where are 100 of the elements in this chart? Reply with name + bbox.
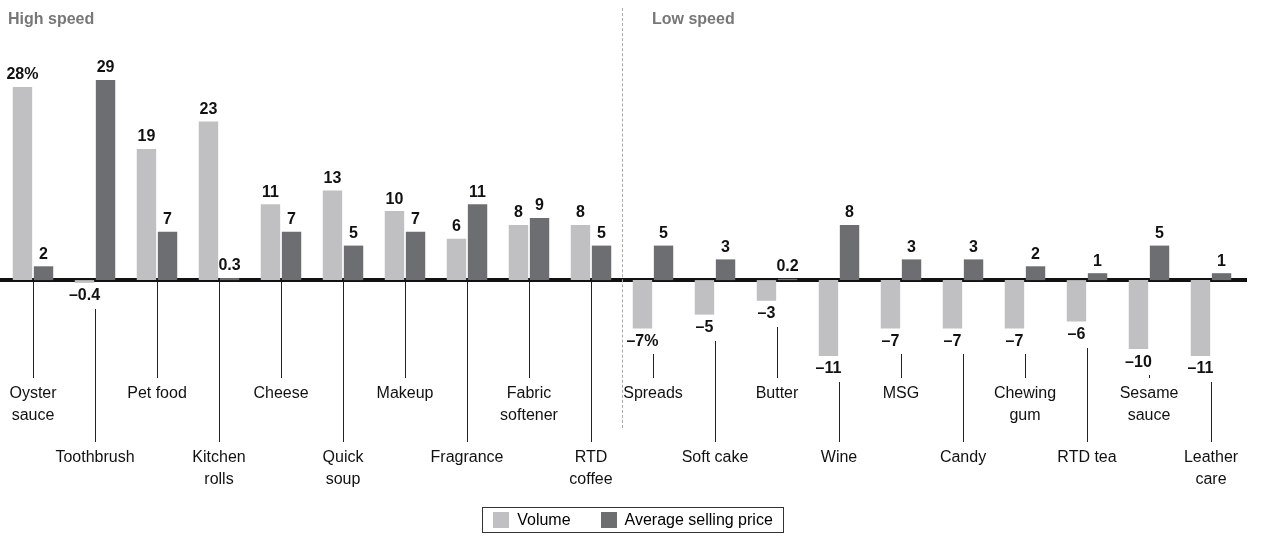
data-label: –7 — [943, 331, 962, 349]
x-tick-label: Leather care — [1183, 448, 1239, 488]
data-label: –11 — [1187, 359, 1214, 377]
bar — [1087, 273, 1108, 281]
data-label: 1 — [1093, 251, 1103, 269]
x-tick-label: Spreads — [623, 384, 683, 402]
data-label: 13 — [323, 168, 342, 186]
bar — [756, 280, 777, 301]
data-label: 5 — [349, 224, 359, 242]
x-tick-label: Pet food — [127, 384, 187, 402]
x-tick-label: Kitchen rolls — [192, 448, 246, 488]
bar — [1004, 280, 1025, 329]
legend-label: Volume — [517, 511, 571, 529]
data-label: 9 — [535, 196, 545, 214]
bar — [942, 280, 963, 329]
data-label: 8 — [845, 203, 855, 221]
data-label: 5 — [659, 224, 669, 242]
data-label: 28% — [6, 65, 39, 83]
bar — [694, 280, 715, 315]
bar — [570, 224, 591, 281]
bar — [880, 280, 901, 329]
x-tick-label: Toothbrush — [55, 448, 135, 466]
data-label: 3 — [969, 237, 979, 255]
bar — [384, 211, 405, 281]
legend-label: Average selling price — [624, 511, 773, 529]
data-label: 0.2 — [776, 257, 799, 275]
data-label: 2 — [1031, 244, 1041, 262]
x-tick-label: Sesame sauce — [1119, 384, 1179, 424]
bar — [715, 259, 736, 281]
text: High speed — [8, 10, 95, 28]
x-tick-label: Chewing gum — [993, 384, 1057, 424]
bar — [12, 86, 33, 281]
bar — [198, 121, 219, 281]
data-label: 5 — [1155, 224, 1165, 242]
bar — [529, 218, 550, 281]
data-label: –7 — [1005, 331, 1024, 349]
bar — [157, 231, 178, 281]
x-tick-label: Fabric softener — [500, 384, 559, 424]
data-label: 8 — [514, 203, 524, 221]
bar — [219, 278, 240, 281]
bar — [839, 224, 860, 281]
data-label: 19 — [137, 127, 156, 145]
bar — [901, 259, 922, 281]
x-tick-label: Candy — [939, 448, 987, 466]
bar — [74, 280, 95, 283]
data-label: 1 — [1217, 251, 1227, 269]
bar — [818, 280, 839, 356]
bar — [322, 190, 343, 281]
data-label: 11 — [469, 182, 487, 200]
bar — [467, 204, 488, 281]
bar — [1066, 280, 1087, 322]
bar — [591, 245, 612, 281]
bar — [136, 149, 157, 281]
data-label: 11 — [262, 182, 280, 200]
x-tick-label: Fragrance — [430, 448, 504, 466]
x-tick-label: Wine — [820, 448, 858, 466]
data-label: 23 — [199, 99, 218, 117]
x-tick-label: MSG — [882, 384, 920, 402]
x-tick-label: Quick soup — [322, 448, 365, 488]
data-label: 6 — [452, 217, 462, 235]
data-label: –5 — [695, 318, 714, 336]
data-label: –7% — [626, 331, 659, 349]
x-tick-label: Soft cake — [681, 448, 749, 466]
bar — [963, 259, 984, 281]
bar — [1128, 280, 1149, 350]
data-label: –11 — [815, 359, 842, 377]
x-tick-label: Oyster sauce — [9, 384, 58, 424]
bar — [1211, 273, 1232, 281]
data-label: 7 — [163, 210, 173, 228]
data-label: 3 — [721, 237, 731, 255]
bar — [343, 245, 364, 281]
data-label: –10 — [1125, 352, 1152, 370]
data-label: 2 — [39, 244, 49, 262]
data-label: 8 — [576, 203, 586, 221]
bar — [1190, 280, 1211, 356]
bar — [653, 245, 674, 281]
bar — [1025, 266, 1046, 281]
data-label: –3 — [757, 304, 776, 322]
data-label: 10 — [385, 189, 404, 207]
bar — [1149, 245, 1170, 281]
data-label: 0.3 — [218, 256, 241, 274]
data-label: 7 — [287, 210, 297, 228]
data-label: –6 — [1067, 324, 1086, 342]
bar — [260, 204, 281, 281]
x-tick-label: Cheese — [253, 384, 309, 402]
x-tick-label: Butter — [755, 384, 800, 402]
x-tick-label: Makeup — [376, 384, 434, 402]
data-label: 5 — [597, 224, 607, 242]
data-label: –0.4 — [68, 286, 101, 304]
data-label: 3 — [907, 237, 917, 255]
x-tick-label: RTD coffee — [569, 448, 613, 488]
bar — [508, 224, 529, 281]
bar — [281, 231, 302, 281]
bar — [33, 266, 54, 281]
text: Low speed — [652, 10, 735, 28]
data-label: 7 — [411, 210, 421, 228]
x-tick-label: RTD tea — [1057, 448, 1117, 466]
bar — [632, 280, 653, 329]
bar — [405, 231, 426, 281]
data-label: –7 — [881, 331, 900, 349]
